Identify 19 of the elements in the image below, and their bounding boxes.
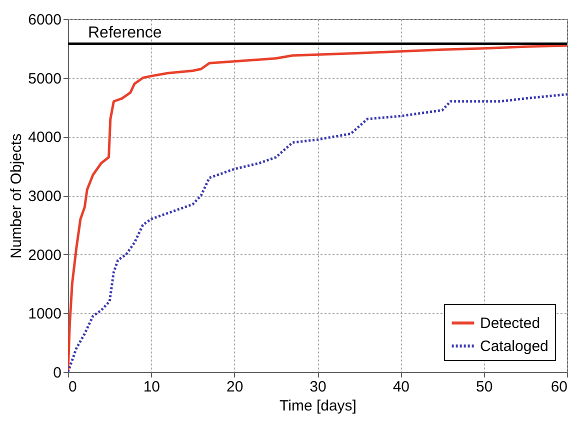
y-tick-label: 5000 bbox=[28, 70, 62, 88]
x-tick-label: 0 bbox=[68, 378, 77, 396]
x-tick-label: 50 bbox=[476, 378, 493, 396]
legend-label: Cataloged bbox=[480, 338, 548, 355]
x-axis-title: Time [days] bbox=[280, 398, 356, 414]
x-tick-label: 20 bbox=[226, 378, 244, 396]
x-tick-label: 40 bbox=[392, 378, 410, 396]
y-tick-label: 0 bbox=[53, 364, 62, 382]
y-tick-label: 2000 bbox=[28, 246, 62, 264]
y-tick-label: 1000 bbox=[28, 306, 62, 323]
y-tick-label: 4000 bbox=[28, 129, 62, 146]
x-tick-label: 60 bbox=[550, 378, 568, 396]
y-axis-title: Number of Objects bbox=[8, 133, 26, 259]
x-tick-label: 30 bbox=[310, 378, 326, 396]
y-tick-label: 3000 bbox=[28, 188, 62, 205]
legend-label: Detected bbox=[480, 315, 540, 332]
ref-line-label: Reference bbox=[88, 24, 162, 42]
x-tick-label: 10 bbox=[143, 378, 160, 396]
y-tick-label: 6000 bbox=[28, 12, 62, 28]
